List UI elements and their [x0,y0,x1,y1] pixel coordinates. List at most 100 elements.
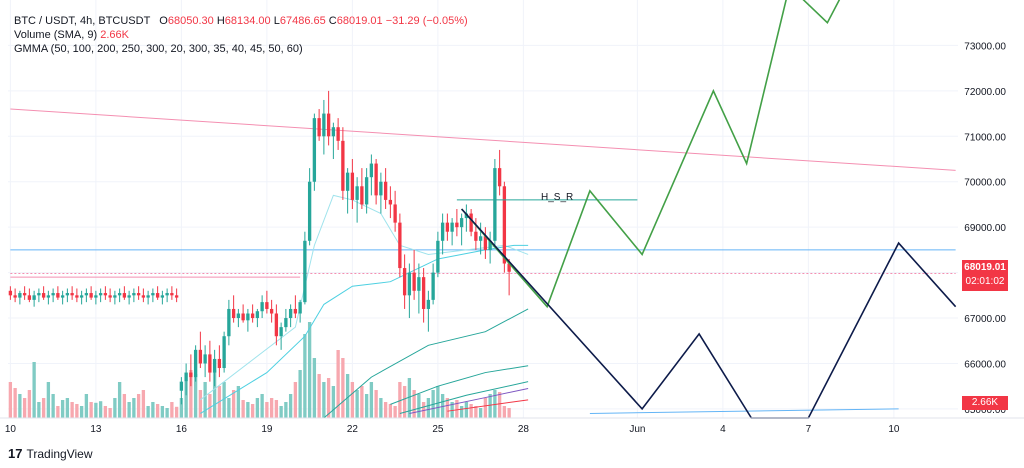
projection-green [461,0,841,309]
candle-body [79,295,84,298]
price-tick-label: 71000.00 [964,132,1006,143]
volume-bar [360,386,364,418]
candle-body [326,113,331,137]
low-value: 67486.65 [279,15,326,27]
candle-body [469,213,473,232]
last-price-value: 68019.01 [964,262,1006,273]
candle-body [189,372,193,378]
candle-body [393,204,397,223]
candle-body [360,186,364,205]
time-tick-label: Jun [629,424,645,435]
volume-indicator-label[interactable]: Volume (SMA, 9) [14,29,98,41]
volume-bar [136,394,141,418]
candle-body [160,295,165,298]
candle-body [426,299,431,309]
candle-body [250,313,255,319]
volume-bar [75,404,79,418]
candle-body [132,293,136,296]
time-tick-label: 4 [720,424,726,435]
candle-body [174,295,179,298]
horizontal-bottom [589,408,899,414]
candle-body [75,295,79,298]
volume-bar [407,378,412,418]
volume-bar [402,386,407,418]
volume-bar [450,402,454,418]
price-tick-label: 66000.00 [964,359,1006,370]
candle-body [331,127,336,137]
time-tick-label: 10 [888,424,900,435]
volume-bar [122,394,127,418]
volume-bar [322,382,326,418]
candle-body [51,293,55,296]
candle-body [450,222,454,232]
volume-bar [13,388,17,418]
candle-body [136,293,141,296]
volume-bar [170,402,174,418]
chart-legend: BTC / USDT, 4h, BTCUSDT O68050.30 H68134… [14,14,468,56]
symbol-title[interactable]: BTC / USDT, 4h, BTCUSDT [14,15,151,27]
volume-bar [379,398,383,418]
candle-body [307,181,312,241]
indicator-gmma-long-3 [399,381,529,414]
tradingview-brand[interactable]: 17 TradingView [8,446,93,461]
volume-bar [193,374,198,418]
open-value: 68050.30 [167,15,214,27]
candle-body [127,295,131,298]
candle-body [193,349,198,378]
candle-body [284,318,288,328]
indicator-gmma-long-1 [323,308,529,419]
candle-body [41,293,46,298]
volume-bar [51,394,55,418]
candle-body [108,295,112,298]
volume-bar [464,402,469,418]
candle-body [402,268,407,296]
volume-bar [179,398,184,418]
candle-body [227,308,231,337]
candle-body [288,308,293,319]
candle-body [56,293,60,298]
volume-bar [502,406,507,418]
volume-bar [383,402,388,418]
volume-bar [212,370,217,418]
candle-body [84,293,89,296]
tradingview-logo-icon: 17 [8,446,23,461]
volume-bar [141,390,146,418]
price-axis: 73000.00 72000.00 71000.00 70000.00 69000.00… [964,41,1006,415]
volume-bar [355,390,359,418]
volume-bar [165,408,169,418]
volume-bar [56,406,60,418]
volume-bar [189,370,193,418]
change-value: −31.29 (−0.05%) [385,15,468,27]
volume-bar [203,382,207,418]
candle-body [184,372,188,382]
candle-body [474,231,478,241]
volume-bar [436,386,440,418]
time-tick-label: 19 [261,424,273,435]
candle-body [146,295,150,298]
volume-bar [488,394,492,418]
volume-bar [364,394,369,418]
candle-body [379,181,383,196]
volume-bar [89,402,93,418]
volume-bar [265,402,269,418]
candle-body [113,295,117,298]
time-tick-label: 22 [347,424,359,435]
volume-bar [298,370,302,418]
candle-body [179,381,184,391]
open-label: O [159,15,168,27]
volume-bar [279,406,283,418]
candle-body [165,293,169,296]
volume-bar [151,402,155,418]
indicator-gmma-long-5 [447,399,529,412]
candle-body [103,293,108,296]
volume-bar [41,398,46,418]
volume-bar [222,382,226,418]
candle-body [488,240,492,250]
volume-bar [127,402,131,418]
gmma-indicator-label[interactable]: GMMA (50, 100, 200, 250, 300, 20, 300, 3… [14,43,303,55]
volume-bar [84,394,89,418]
volume-bar [269,398,274,418]
candle-body [217,358,222,369]
volume-bar [345,374,350,418]
